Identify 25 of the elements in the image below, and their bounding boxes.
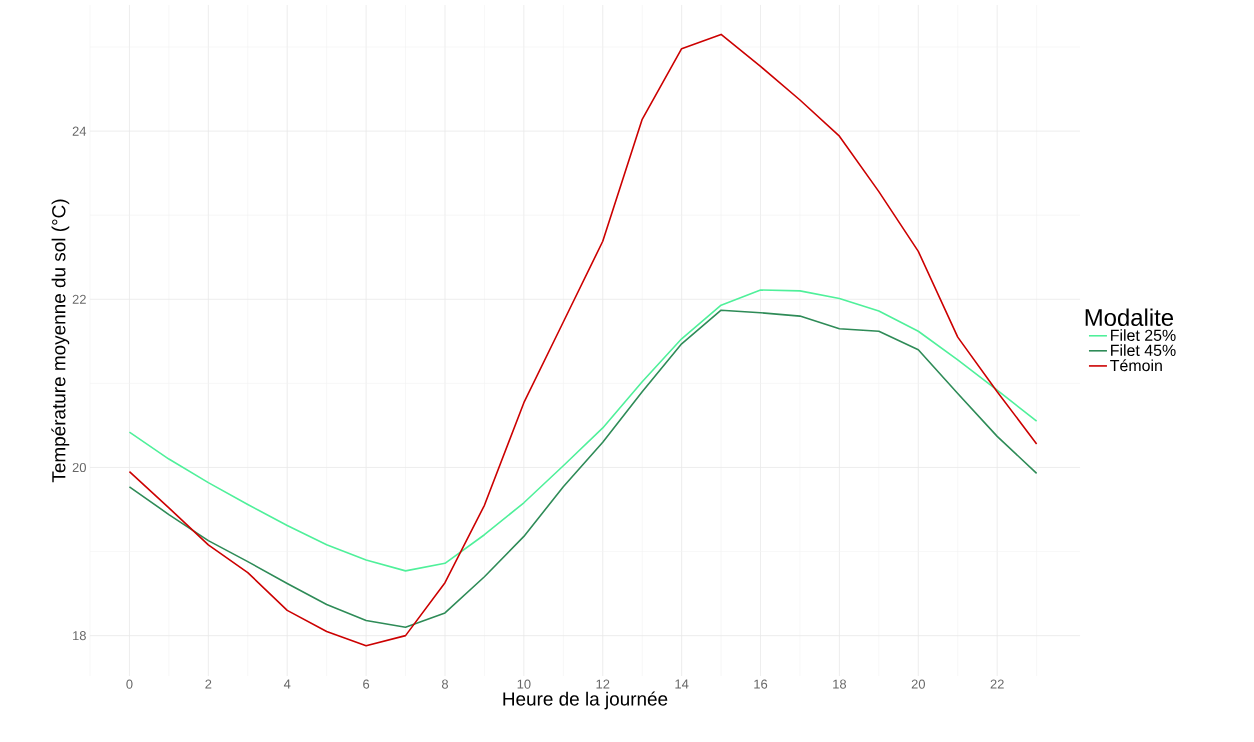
x-tick-label: 12: [596, 679, 610, 689]
line-series: [128, 33, 1038, 647]
x-tick-label: 18: [833, 679, 847, 689]
x-tick-label: 2: [205, 679, 212, 689]
x-tick-label: 20: [911, 679, 925, 689]
legend-title: Modalite: [1085, 308, 1174, 327]
x-tick-label: 0: [126, 679, 133, 689]
x-tick-label: 6: [363, 679, 370, 689]
line-series: [128, 289, 1038, 572]
y-tick-label: 22: [72, 294, 86, 304]
x-tick-label: 10: [517, 679, 531, 689]
x-tick-label: 16: [754, 679, 768, 689]
x-axis-title: Heure de la journée: [503, 691, 668, 710]
y-tick-label: 20: [72, 462, 86, 473]
y-axis-title: Température moyenne du sol (°C): [51, 199, 70, 483]
x-tick-label: 4: [283, 679, 291, 689]
legend-label: Témoin: [1110, 359, 1162, 372]
legend-label: Filet 45%: [1111, 344, 1176, 356]
y-tick-label: 18: [73, 631, 86, 641]
x-tick-label: 22: [990, 679, 1004, 689]
y-tick-label: 24: [72, 126, 87, 136]
x-tick-label: 14: [675, 679, 689, 689]
x-tick-label: 8: [441, 679, 449, 689]
legend-label: Filet 25%: [1111, 329, 1176, 341]
line-series: [128, 309, 1038, 629]
